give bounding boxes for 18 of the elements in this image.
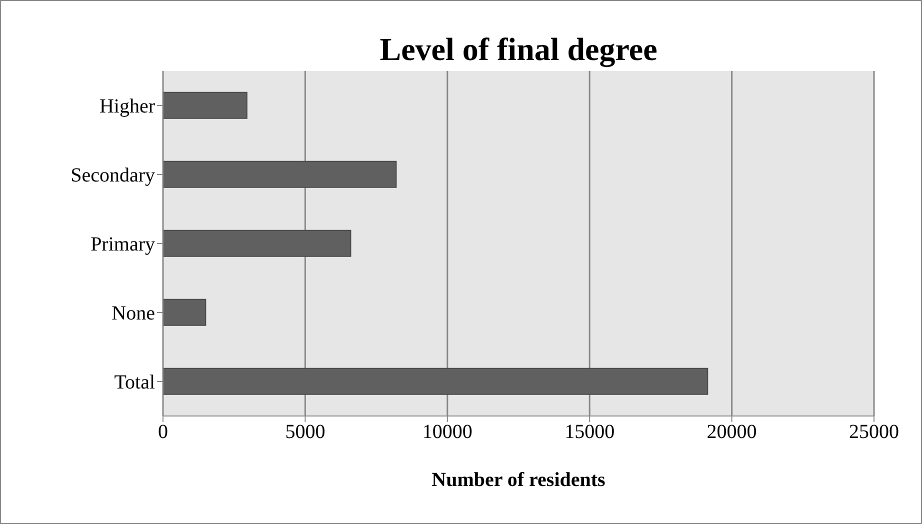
y-tick-label: None	[112, 302, 156, 325]
chart-title: Level of final degree	[378, 31, 658, 68]
x-tick-label: 10000	[422, 421, 472, 444]
y-tick-label: Total	[114, 372, 156, 394]
bar	[163, 160, 397, 188]
bar	[163, 230, 352, 257]
x-tick-label: 5000	[285, 421, 326, 444]
x-tick-label: 0	[158, 421, 168, 444]
x-axis-title: Number of residents	[432, 469, 606, 491]
y-tick-label: Secondary	[70, 164, 155, 187]
x-tick-label: 15000	[564, 421, 615, 444]
bar	[163, 368, 708, 395]
bar	[163, 298, 206, 326]
y-tick-label: Higher	[99, 96, 156, 118]
y-tick-label: Primary	[90, 234, 155, 256]
x-tick-label: 25000	[849, 421, 899, 444]
x-tick-label: 20000	[706, 421, 757, 444]
bar	[163, 92, 248, 119]
